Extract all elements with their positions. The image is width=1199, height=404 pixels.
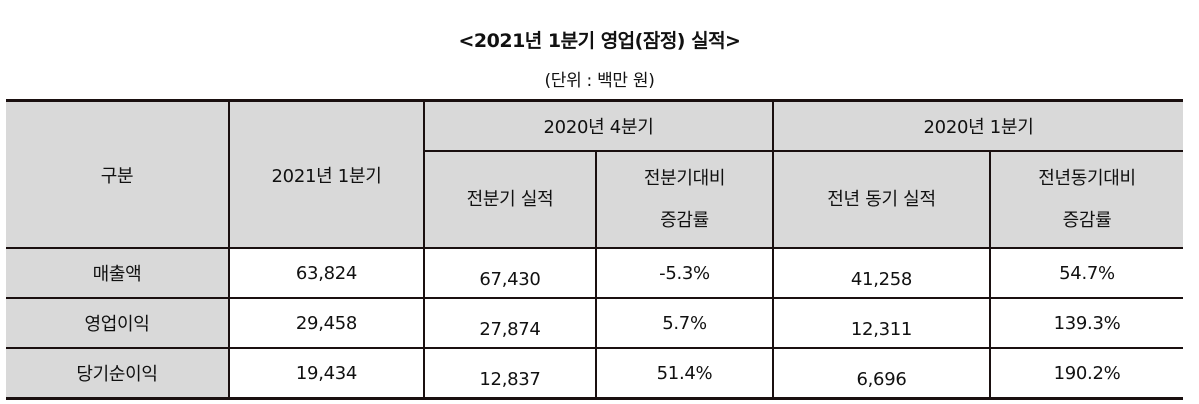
header-prev-quarter-change: 전분기대비 증감률 — [595, 150, 774, 249]
cell-prev-year: 6,696 — [772, 347, 991, 400]
cell-prev-quarter: 67,430 — [423, 247, 597, 299]
row-label: 영업이익 — [6, 297, 230, 349]
cell-yoy: 54.7% — [989, 247, 1183, 299]
results-table: 구분 2021년 1분기 2020년 4분기 2020년 1분기 전분기 실적 … — [6, 99, 1183, 400]
cell-current: 63,824 — [228, 247, 425, 299]
header-prev-quarter-result: 전분기 실적 — [424, 150, 597, 249]
header-prev-year-change-line1: 전년동기대비 — [1038, 167, 1136, 189]
header-row-2: 전분기 실적 전분기대비 증감률 전년 동기 실적 전년동기대비 증감률 — [6, 150, 1183, 249]
cell-current: 29,458 — [228, 297, 425, 349]
cell-prev-quarter: 12,837 — [423, 347, 597, 400]
header-row-1: 구분 2021년 1분기 2020년 4분기 2020년 1분기 — [6, 99, 1183, 249]
cell-prev-year: 41,258 — [772, 247, 991, 299]
cell-qoq: -5.3% — [595, 247, 774, 299]
cell-qoq: 51.4% — [595, 347, 774, 400]
report-title: <2021년 1분기 영업(잠정) 실적> — [458, 30, 741, 52]
table-row: 매출액 63,824 67,430 -5.3% 41,258 54.7% — [6, 247, 1183, 299]
header-group-prev-quarter: 2020년 4분기 — [423, 99, 774, 152]
header-prev-quarter-change-line2: 증감률 — [660, 209, 709, 231]
header-category: 구분 — [6, 99, 230, 249]
table-row: 당기순이익 19,434 12,837 51.4% 6,696 190.2% — [6, 347, 1183, 400]
cell-yoy: 190.2% — [989, 347, 1183, 400]
header-prev-year-change-line2: 증감률 — [1062, 209, 1112, 231]
header-prev-quarter-change-line1: 전분기대비 — [643, 167, 726, 189]
cell-prev-quarter: 27,874 — [423, 297, 597, 349]
header-group-prev-year: 2020년 1분기 — [772, 99, 1183, 152]
cell-qoq: 5.7% — [595, 297, 774, 349]
row-label: 매출액 — [6, 247, 230, 299]
cell-yoy: 139.3% — [989, 297, 1183, 349]
header-prev-year-result: 전년 동기 실적 — [772, 150, 991, 249]
row-label: 당기순이익 — [6, 347, 230, 400]
table-row: 영업이익 29,458 27,874 5.7% 12,311 139.3% — [6, 297, 1183, 349]
unit-note: (단위 : 백만 원) — [544, 71, 655, 91]
header-current-quarter: 2021년 1분기 — [228, 99, 425, 249]
cell-current: 19,434 — [228, 347, 425, 400]
header-prev-year-change: 전년동기대비 증감률 — [989, 150, 1183, 249]
cell-prev-year: 12,311 — [772, 297, 991, 349]
